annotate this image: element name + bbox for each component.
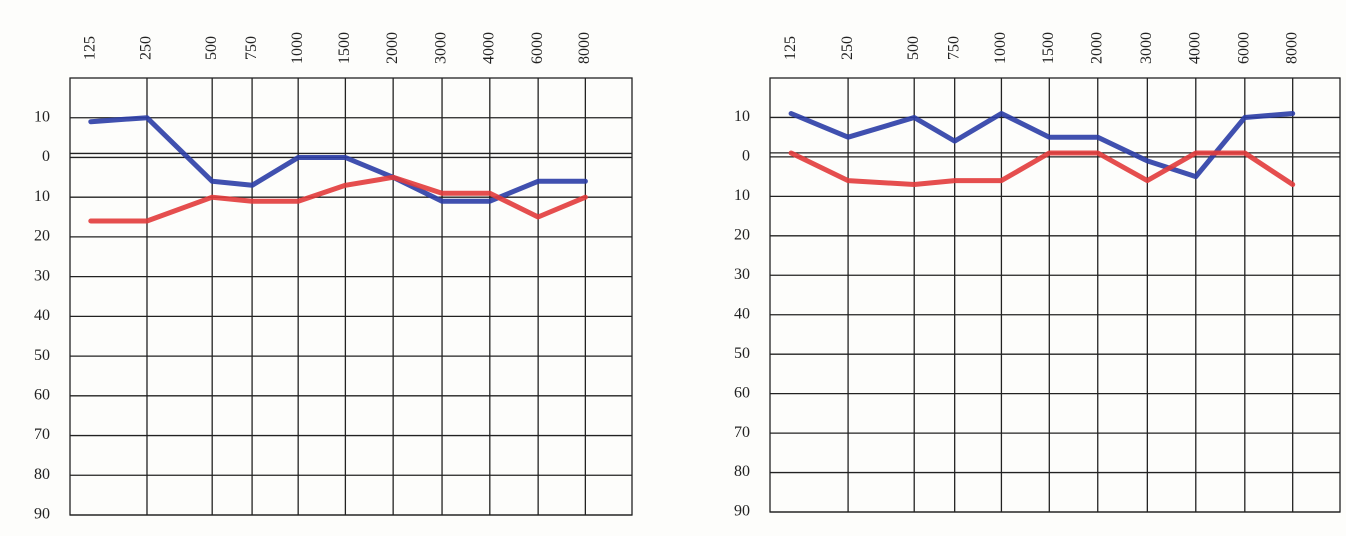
- x-tick-label: 1500: [336, 32, 353, 64]
- y-tick-label: 90: [734, 503, 750, 520]
- x-tick-label: 1000: [992, 32, 1009, 64]
- y-tick-label: 80: [34, 466, 50, 483]
- y-tick-label: 20: [734, 226, 750, 243]
- y-tick-label: 60: [734, 384, 750, 401]
- x-tick-label: 3000: [433, 32, 450, 64]
- hearing-line: [88, 115, 588, 204]
- y-tick-label: 50: [734, 345, 750, 362]
- x-tick-label: 8000: [576, 32, 593, 64]
- y-tick-label: 10: [34, 188, 50, 205]
- y-tick-label: 70: [34, 426, 50, 443]
- x-tick-label: 3000: [1138, 32, 1155, 64]
- hearing-line: [788, 111, 1296, 180]
- y-tick-label: 30: [34, 267, 50, 284]
- y-tick-label: 90: [34, 506, 50, 523]
- x-tick-label: 500: [905, 36, 922, 60]
- x-tick-label: 250: [138, 36, 155, 60]
- x-tick-label: 750: [243, 36, 260, 60]
- x-tick-label: 6000: [1235, 32, 1252, 64]
- x-tick-label: 4000: [480, 32, 497, 64]
- x-tick-label: 8000: [1283, 32, 1300, 64]
- y-tick-label: 40: [734, 305, 750, 322]
- x-tick-label: 6000: [529, 32, 546, 64]
- y-tick-label: 70: [734, 424, 750, 441]
- y-tick-label: 60: [34, 386, 50, 403]
- x-tick-label: 125: [782, 36, 799, 60]
- x-tick-label: 1500: [1040, 32, 1057, 64]
- plot-frame: [69, 77, 633, 516]
- hearing-line: [788, 150, 1296, 187]
- x-tick-label: 250: [839, 36, 856, 60]
- x-tick-label: 750: [945, 36, 962, 60]
- x-tick-label: 1000: [289, 32, 306, 64]
- plot-frame: [769, 77, 1341, 513]
- x-tick-label: 2000: [384, 32, 401, 64]
- y-tick-label: 0: [42, 148, 50, 165]
- y-tick-label: 0: [742, 148, 750, 165]
- x-tick-label: 125: [81, 36, 98, 60]
- x-tick-label: 2000: [1088, 32, 1105, 64]
- hearing-line: [88, 174, 588, 224]
- y-tick-label: 80: [734, 463, 750, 480]
- y-tick-label: 10: [734, 108, 750, 125]
- y-tick-label: 10: [734, 187, 750, 204]
- y-tick-label: 30: [734, 266, 750, 283]
- y-tick-label: 40: [34, 307, 50, 324]
- y-tick-label: 50: [34, 347, 50, 364]
- x-tick-label: 4000: [1186, 32, 1203, 64]
- y-tick-label: 10: [34, 108, 50, 125]
- y-tick-label: 20: [34, 228, 50, 245]
- x-tick-label: 500: [203, 36, 220, 60]
